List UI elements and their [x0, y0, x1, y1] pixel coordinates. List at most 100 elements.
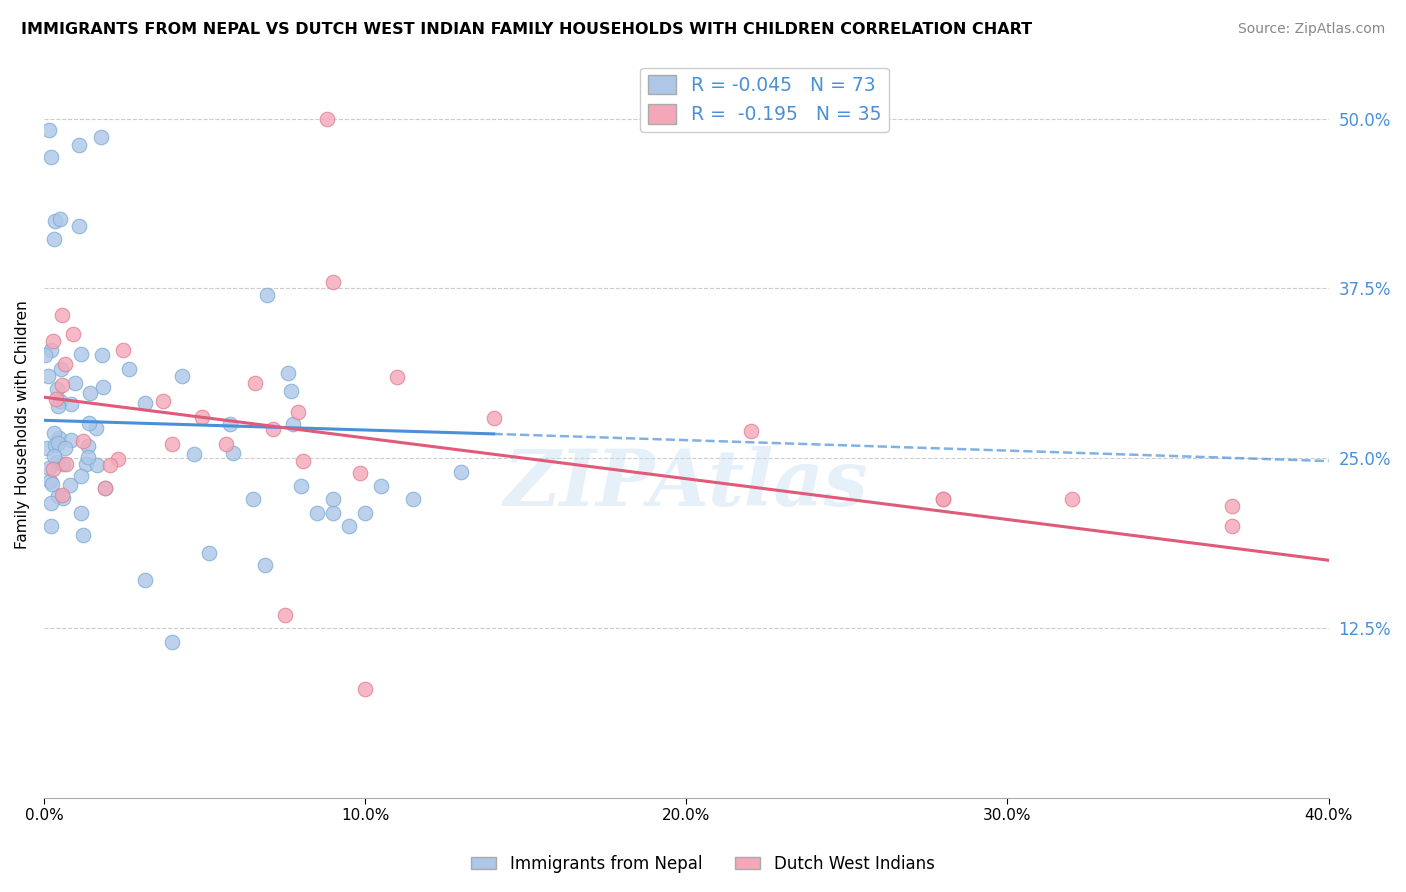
Point — [55, 441, 77, 455]
Point — [290, 478, 312, 492]
Point — [1220, 519, 1243, 533]
Point — [55, 457, 77, 471]
Point — [63, 376, 86, 391]
Point — [262, 422, 284, 436]
Point — [38, 461, 60, 475]
Point — [277, 366, 299, 380]
Point — [34, 347, 56, 361]
Point — [90, 348, 112, 362]
Point — [42, 232, 65, 246]
Point — [740, 424, 762, 438]
Point — [134, 573, 156, 587]
Point — [162, 634, 184, 648]
Text: ZIPAtlas: ZIPAtlas — [503, 446, 869, 523]
Point — [322, 492, 344, 507]
Point — [315, 112, 337, 126]
Point — [354, 506, 377, 520]
Point — [75, 457, 97, 471]
Point — [932, 492, 955, 507]
Point — [48, 399, 70, 413]
Point — [243, 376, 266, 390]
Point — [67, 137, 90, 152]
Point — [387, 369, 409, 384]
Point — [72, 528, 94, 542]
Point — [349, 466, 371, 480]
Point — [337, 519, 360, 533]
Point — [51, 308, 73, 322]
Point — [77, 416, 100, 430]
Point — [70, 468, 93, 483]
Point — [48, 431, 70, 445]
Point — [60, 433, 83, 447]
Point — [59, 396, 82, 410]
Point — [281, 417, 304, 431]
Point — [1060, 492, 1083, 507]
Point — [152, 394, 174, 409]
Point — [49, 362, 72, 376]
Legend: Immigrants from Nepal, Dutch West Indians: Immigrants from Nepal, Dutch West Indian… — [464, 848, 942, 880]
Point — [107, 451, 129, 466]
Point — [42, 334, 65, 348]
Legend: R = -0.045   N = 73, R =  -0.195   N = 35: R = -0.045 N = 73, R = -0.195 N = 35 — [640, 68, 889, 132]
Point — [77, 450, 100, 464]
Point — [112, 343, 135, 357]
Point — [100, 458, 122, 472]
Point — [41, 150, 63, 164]
Point — [370, 478, 392, 492]
Point — [354, 682, 377, 697]
Point — [76, 439, 98, 453]
Point — [51, 488, 73, 502]
Point — [49, 394, 72, 409]
Point — [46, 382, 69, 396]
Point — [41, 476, 63, 491]
Point — [42, 449, 65, 463]
Point — [221, 446, 243, 460]
Point — [287, 405, 309, 419]
Point — [53, 358, 76, 372]
Point — [72, 434, 94, 449]
Point — [62, 327, 84, 342]
Point — [280, 384, 302, 398]
Point — [52, 458, 75, 472]
Text: Source: ZipAtlas.com: Source: ZipAtlas.com — [1237, 22, 1385, 37]
Point — [45, 392, 67, 407]
Point — [86, 458, 108, 473]
Point — [218, 417, 240, 432]
Point — [305, 506, 328, 520]
Point — [94, 481, 117, 495]
Point — [84, 421, 107, 435]
Text: IMMIGRANTS FROM NEPAL VS DUTCH WEST INDIAN FAMILY HOUSEHOLDS WITH CHILDREN CORRE: IMMIGRANTS FROM NEPAL VS DUTCH WEST INDI… — [21, 22, 1032, 37]
Point — [39, 474, 62, 488]
Point — [118, 361, 141, 376]
Point — [49, 211, 72, 226]
Point — [322, 275, 344, 289]
Point — [39, 496, 62, 510]
Point — [172, 369, 194, 384]
Point — [183, 447, 205, 461]
Point — [37, 369, 59, 384]
Point — [254, 558, 277, 572]
Point — [67, 219, 90, 233]
Point — [51, 377, 73, 392]
Point — [402, 492, 425, 507]
Point — [215, 436, 238, 450]
Point — [70, 347, 93, 361]
Y-axis label: Family Households with Children: Family Households with Children — [15, 300, 30, 549]
Point — [198, 546, 221, 560]
Point — [42, 462, 65, 476]
Point — [46, 489, 69, 503]
Point — [1220, 499, 1243, 513]
Point — [79, 386, 101, 401]
Point — [191, 409, 214, 424]
Point — [46, 435, 69, 450]
Point — [274, 607, 297, 622]
Point — [91, 380, 114, 394]
Point — [44, 437, 66, 451]
Point — [482, 410, 505, 425]
Point — [44, 426, 66, 441]
Point — [39, 343, 62, 357]
Point — [59, 478, 82, 492]
Point — [35, 441, 58, 455]
Point — [292, 454, 315, 468]
Point — [322, 506, 344, 520]
